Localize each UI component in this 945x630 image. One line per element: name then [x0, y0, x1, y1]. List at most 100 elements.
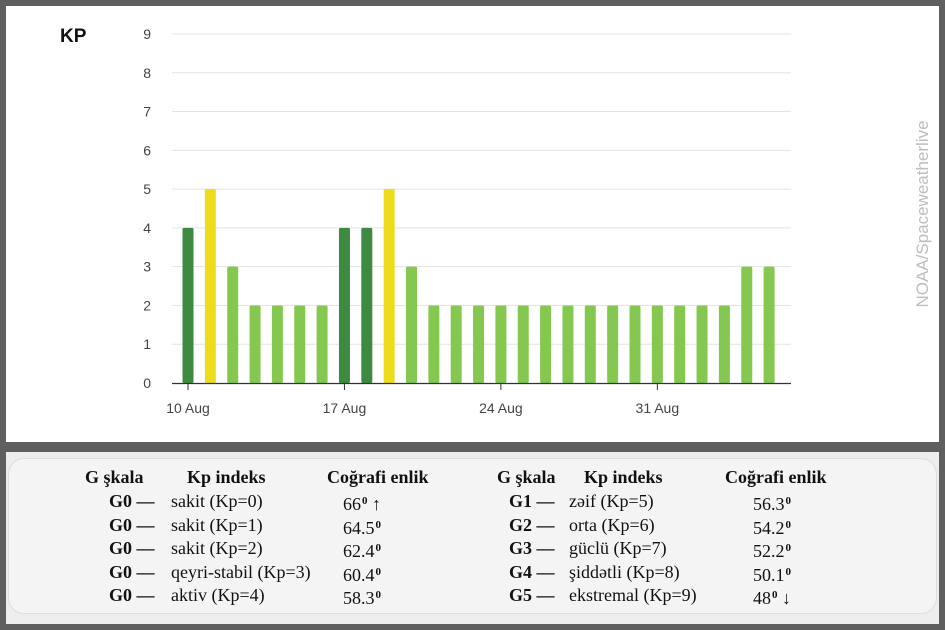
- kp-bar: [406, 266, 417, 383]
- x-tick-label: 31 Aug: [636, 400, 680, 416]
- degree-mark: 0: [785, 518, 792, 531]
- kp-bar: [338, 227, 350, 383]
- latitude-value: 56.3: [753, 494, 785, 514]
- kp-index-cell: sakit (Kp=2): [171, 538, 263, 558]
- latitude-value: 64.5: [343, 517, 375, 538]
- kp-bar: [249, 305, 261, 383]
- latitude-cell: 480 ↓: [753, 585, 791, 608]
- x-tick-labels: 10 Aug 17 Aug 24 Aug 31 Aug: [166, 383, 679, 416]
- kp-bar: [316, 305, 328, 383]
- chart-title: KP: [60, 26, 87, 47]
- g-scale-code: G0 —: [109, 491, 155, 511]
- latitude-cell: 660 ↑: [343, 491, 381, 514]
- degree-mark: 0: [375, 542, 382, 554]
- degree-mark: 0: [375, 565, 382, 578]
- y-tick-label: 2: [143, 297, 151, 313]
- column-header: Coğrafi enlik: [327, 467, 429, 487]
- y-tick-label: 6: [143, 142, 151, 158]
- kp-bar: [696, 305, 708, 383]
- kp-bar: [540, 305, 552, 383]
- y-tick-label: 3: [143, 259, 151, 275]
- latitude-value: 58.3: [343, 588, 375, 608]
- y-tick-label: 5: [143, 181, 151, 197]
- kp-index-cell: sakit (Kp=1): [171, 514, 263, 535]
- y-tick-label: 7: [143, 104, 151, 120]
- kp-bar: [562, 305, 574, 383]
- column-header: G şkala: [85, 467, 144, 487]
- latitude-value: 50.1: [753, 564, 785, 585]
- y-tick-label: 4: [143, 220, 151, 236]
- x-tick-label: 17 Aug: [323, 400, 367, 416]
- latitude-value: 62.4: [343, 541, 375, 561]
- degree-mark: 0: [375, 589, 382, 601]
- latitude-cell: 64.50: [343, 515, 381, 538]
- kp-bar-chart: 0 1 2 3 4 5 6 7 8 9 10 Aug 17 Aug 24 Aug 31 Aug: [143, 26, 791, 416]
- kp-bar: [473, 305, 485, 383]
- kp-bar: [383, 189, 395, 383]
- degree-mark: 0: [772, 589, 778, 601]
- latitude-cell: 56.30: [753, 491, 791, 514]
- kp-bar: [182, 227, 194, 383]
- bars: [182, 189, 775, 383]
- kp-bar: [763, 266, 775, 383]
- column-header: Kp indeks: [584, 467, 663, 487]
- degree-mark: 0: [785, 542, 792, 554]
- kp-index-cell: zəif (Kp=5): [569, 491, 654, 511]
- arrow-down-icon: ↓: [777, 588, 791, 608]
- degree-mark: 0: [375, 518, 382, 531]
- kp-bar: [517, 305, 529, 383]
- latitude-cell: 62.40: [343, 538, 381, 561]
- g-scale-code: G1 —: [509, 491, 555, 511]
- kp-bar: [450, 305, 462, 383]
- kp-bar: [607, 305, 619, 383]
- g-scale-table: G şkala Kp indeks Coğrafi enlik G0 — sakit (…: [8, 458, 937, 614]
- kp-bar: [651, 305, 663, 383]
- latitude-value: 66: [343, 494, 361, 514]
- x-tick-label: 24 Aug: [479, 400, 523, 416]
- kp-bar: [227, 266, 239, 383]
- column-header: G şkala: [497, 467, 556, 487]
- column-header: Coğrafi enlik: [725, 467, 827, 487]
- latitude-cell: 60.40: [343, 562, 381, 585]
- y-tick-labels: 0 1 2 3 4 5 6 7 8 9: [143, 26, 151, 391]
- g-scale-code: G5 —: [509, 585, 555, 605]
- g-scale-code: G0 —: [109, 585, 155, 605]
- x-tick-label: 10 Aug: [166, 400, 210, 416]
- degree-mark: 0: [785, 565, 792, 578]
- kp-bar: [361, 227, 373, 383]
- degree-mark: 0: [362, 495, 368, 507]
- g-scale-code: G4 —: [509, 561, 555, 582]
- latitude-value: 48: [753, 588, 771, 608]
- kp-bar: [294, 305, 306, 383]
- latitude-cell: 50.10: [753, 562, 791, 585]
- kp-chart-panel: 0 1 2 3 4 5 6 7 8 9 10 Aug 17 Aug 24 Aug 31 Aug KP N…: [6, 6, 939, 442]
- kp-bar: [428, 305, 440, 383]
- y-tick-label: 8: [143, 65, 151, 81]
- kp-index-cell: sakit (Kp=0): [171, 491, 263, 511]
- latitude-cell: 54.20: [753, 515, 791, 538]
- latitude-value: 54.2: [753, 517, 785, 538]
- kp-bar: [584, 305, 596, 383]
- gridlines: [172, 33, 791, 345]
- y-tick-label: 0: [143, 375, 151, 391]
- kp-bar: [629, 305, 641, 383]
- kp-index-cell: qeyri-stabil (Kp=3): [171, 561, 311, 582]
- latitude-cell: 52.20: [753, 538, 791, 561]
- kp-bar: [674, 305, 686, 383]
- kp-index-cell: şiddətli (Kp=8): [569, 561, 680, 582]
- kp-index-cell: ekstremal (Kp=9): [569, 585, 697, 605]
- g-scale-code: G3 —: [509, 538, 555, 558]
- y-tick-label: 9: [143, 26, 151, 42]
- latitude-cell: 58.30: [343, 585, 381, 608]
- y-tick-label: 1: [143, 336, 151, 352]
- arrow-up-icon: ↑: [367, 494, 381, 514]
- column-header: Kp indeks: [187, 467, 266, 487]
- kp-bar: [718, 305, 730, 383]
- watermark-text: NOAA/Spaceweatherlive: [913, 120, 932, 308]
- kp-bar: [495, 305, 507, 383]
- g-scale-code: G0 —: [109, 561, 155, 582]
- latitude-value: 52.2: [753, 541, 785, 561]
- degree-mark: 0: [785, 495, 792, 507]
- g-scale-code: G0 —: [109, 538, 155, 558]
- kp-bar: [204, 189, 216, 383]
